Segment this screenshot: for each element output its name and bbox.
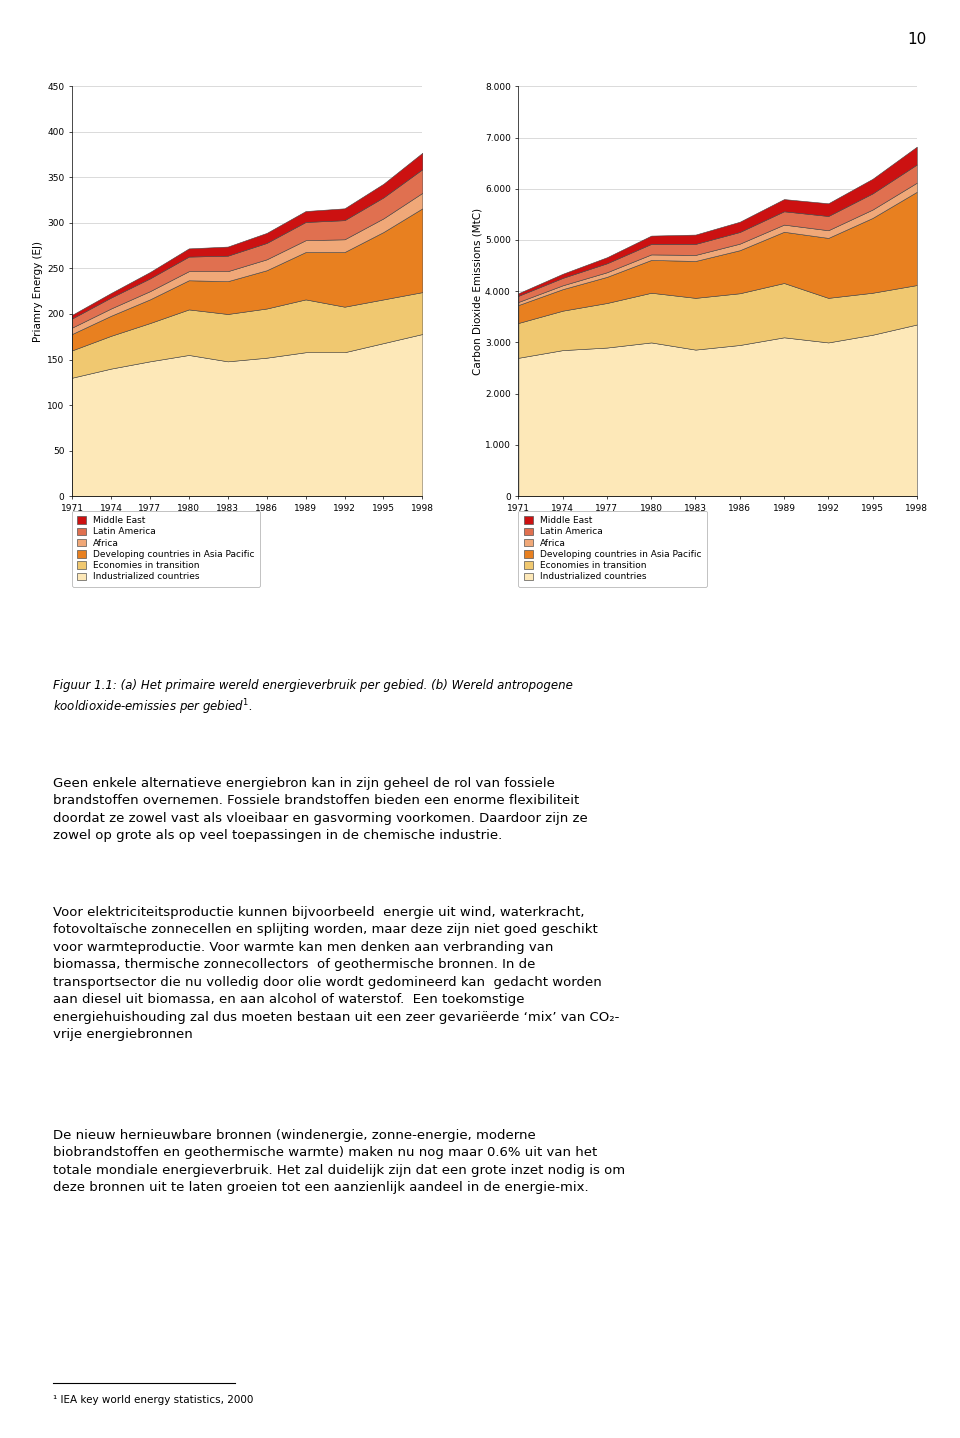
Y-axis label: Carbon Dioxide Emissions (MtC): Carbon Dioxide Emissions (MtC) xyxy=(472,207,482,375)
Y-axis label: Priamry Energy (EJ): Priamry Energy (EJ) xyxy=(33,240,43,342)
Legend: Middle East, Latin America, Africa, Developing countries in Asia Pacific, Econom: Middle East, Latin America, Africa, Deve… xyxy=(518,510,707,587)
Text: 10: 10 xyxy=(907,32,926,46)
Legend: Middle East, Latin America, Africa, Developing countries in Asia Pacific, Econom: Middle East, Latin America, Africa, Deve… xyxy=(72,510,260,587)
Text: Figuur 1.1: (a) Het primaire wereld energieverbruik per gebied. (b) Wereld antro: Figuur 1.1: (a) Het primaire wereld ener… xyxy=(53,679,573,718)
Text: Voor elektriciteitsproductie kunnen bijvoorbeeld  energie uit wind, waterkracht,: Voor elektriciteitsproductie kunnen bijv… xyxy=(53,906,619,1041)
Text: De nieuw hernieuwbare bronnen (windenergie, zonne-energie, moderne
biobrandstoff: De nieuw hernieuwbare bronnen (windenerg… xyxy=(53,1129,625,1195)
Text: Geen enkele alternatieve energiebron kan in zijn geheel de rol van fossiele
bran: Geen enkele alternatieve energiebron kan… xyxy=(53,777,588,843)
Text: ¹ IEA key world energy statistics, 2000: ¹ IEA key world energy statistics, 2000 xyxy=(53,1395,253,1405)
